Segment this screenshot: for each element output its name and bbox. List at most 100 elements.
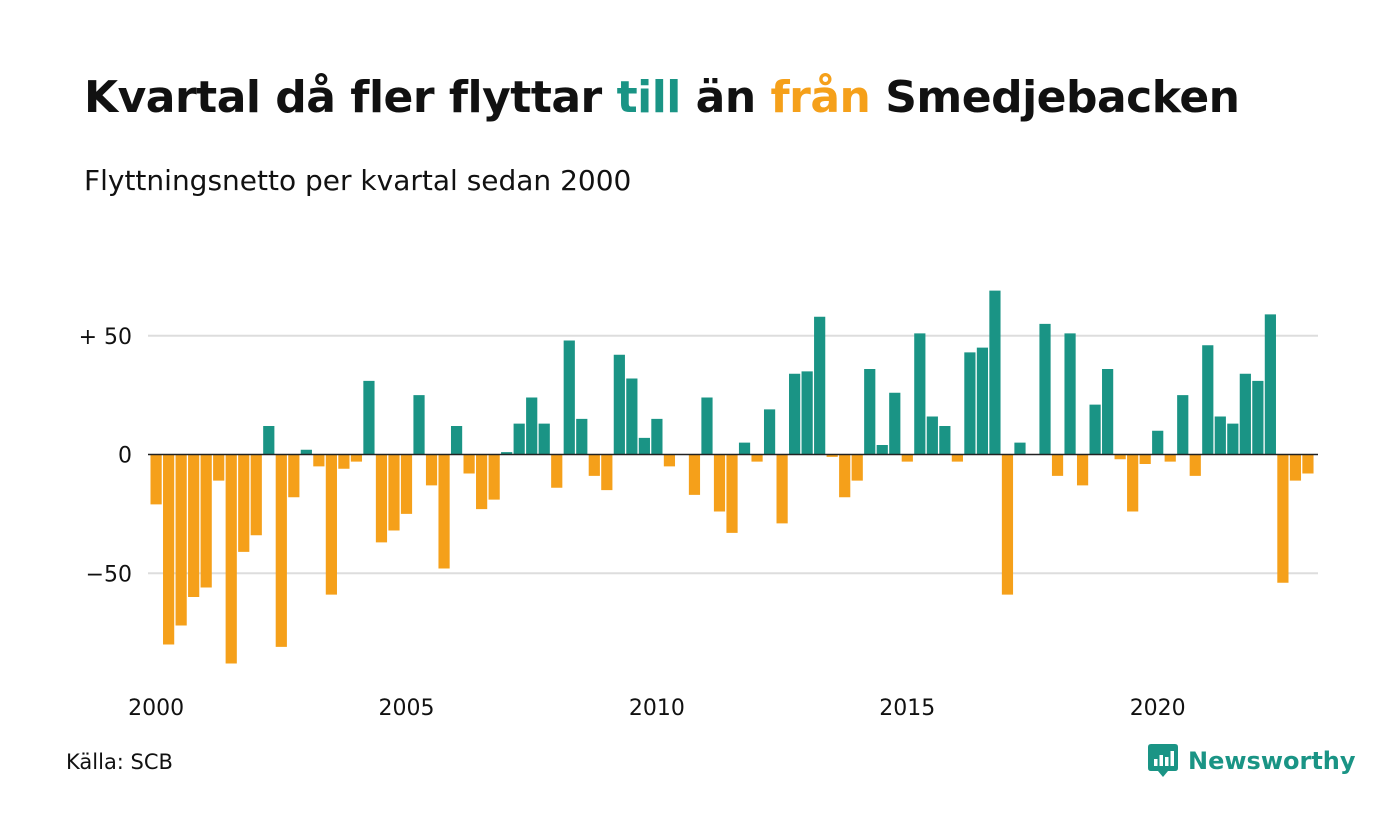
bar-2009-q4: [638, 437, 650, 455]
bar-2012-q4: [789, 373, 801, 455]
bar-2013-q3: [826, 454, 838, 457]
bar-2011-q4: [738, 442, 751, 455]
bar-2008-q2: [563, 340, 575, 455]
bar-2006-q4: [488, 454, 500, 500]
x-tick-label: 2000: [128, 696, 184, 721]
bar-2013-q4: [839, 454, 851, 498]
bar-2013-q2: [814, 316, 826, 455]
bar-2005-q4: [438, 454, 450, 569]
bar-2011-q1: [701, 397, 713, 455]
chart-title: Kvartal då fler flyttar till än från Sme…: [84, 72, 1240, 123]
bar-2002-q2: [263, 426, 275, 455]
bar-2012-q2: [763, 409, 776, 455]
bar-2002-q4: [288, 454, 300, 498]
bar-2014-q3: [876, 445, 888, 455]
newsworthy-logo-icon: [1148, 744, 1178, 777]
bar-2004-q2: [363, 380, 375, 455]
bar-2004-q4: [388, 454, 400, 531]
x-tick-label: 2020: [1130, 696, 1186, 721]
bar-2010-q4: [688, 454, 701, 495]
bar-2014-q4: [889, 392, 901, 455]
x-axis-labels: 2000 2005 2010 2015 2020: [128, 696, 1186, 721]
source-note: Källa: SCB: [66, 750, 173, 774]
bar-2008-q4: [588, 454, 600, 476]
bar-2020-q3: [1177, 395, 1189, 455]
bar-2000-q1: [150, 454, 162, 505]
bar-2017-q1: [1001, 454, 1014, 595]
bar-2005-q2: [413, 395, 425, 455]
bar-2022-q1: [1252, 380, 1264, 455]
bar-2022-q2: [1264, 314, 1276, 455]
title-part-1: Kvartal då fler flyttar: [84, 72, 617, 123]
bar-2021-q1: [1202, 345, 1214, 455]
bar-2016-q3: [976, 347, 989, 455]
bar-2006-q2: [463, 454, 475, 474]
bar-2007-q2: [513, 423, 525, 455]
bar-2012-q3: [776, 454, 788, 524]
title-highlight-fran: från: [770, 72, 871, 123]
bar-2016-q1: [951, 454, 963, 462]
title-part-3: än: [680, 72, 771, 123]
newsworthy-logo-text: Newsworthy: [1188, 747, 1356, 775]
bar-2009-q3: [626, 378, 638, 455]
bar-2021-q4: [1239, 373, 1251, 455]
bar-2014-q1: [851, 454, 863, 481]
bar-2013-q1: [801, 371, 813, 455]
bar-2001-q3: [225, 454, 237, 664]
bar-2001-q2: [213, 454, 225, 481]
bar-2007-q3: [526, 397, 538, 455]
chart-subtitle: Flyttningsnetto per kvartal sedan 2000: [84, 164, 632, 197]
bar-2005-q3: [425, 454, 438, 486]
bar-2022-q4: [1289, 454, 1302, 481]
bar-2001-q4: [238, 454, 250, 552]
bar-2002-q1: [250, 454, 262, 536]
title-highlight-till: till: [616, 72, 682, 123]
bar-2012-q1: [751, 454, 763, 462]
bar-2004-q3: [375, 454, 388, 543]
bar-2003-q4: [338, 454, 350, 469]
y-tick-label: + 50: [79, 325, 132, 350]
bar-2021-q3: [1227, 423, 1239, 455]
bar-2003-q1: [300, 449, 312, 455]
bar-2001-q1: [200, 454, 212, 588]
bar-2008-q3: [576, 418, 588, 455]
bar-2019-q3: [1127, 454, 1139, 512]
bar-2020-q4: [1189, 454, 1201, 476]
bar-2017-q4: [1039, 323, 1051, 455]
bar-2020-q2: [1164, 454, 1176, 462]
bar-2000-q3: [175, 454, 187, 626]
bar-2018-q1: [1051, 454, 1064, 476]
bar-2004-q1: [350, 454, 363, 462]
bar-2019-q1: [1102, 369, 1114, 455]
y-axis-labels: + 50 0 −50: [79, 325, 132, 588]
bar-2002-q3: [275, 454, 287, 647]
x-tick-label: 2005: [379, 696, 435, 721]
x-tick-label: 2010: [629, 696, 685, 721]
title-part-5: Smedjebacken: [870, 72, 1240, 123]
bar-2016-q2: [964, 352, 976, 455]
bar-2000-q4: [188, 454, 200, 597]
bar-2011-q2: [713, 454, 726, 512]
bar-2015-q4: [939, 426, 951, 455]
bar-2015-q2: [914, 333, 926, 455]
bar-2018-q3: [1076, 454, 1089, 486]
bar-2018-q4: [1089, 404, 1101, 455]
newsworthy-logo: Newsworthy: [1148, 744, 1356, 778]
bar-2009-q2: [613, 354, 625, 455]
gridlines: [148, 334, 1318, 575]
bar-2015-q1: [901, 454, 913, 462]
bar-2003-q2: [313, 454, 325, 467]
bar-2016-q4: [989, 290, 1001, 455]
bar-2019-q2: [1114, 454, 1126, 460]
bar-2015-q3: [926, 416, 938, 455]
bar-2014-q2: [864, 369, 876, 455]
y-tick-label: −50: [86, 562, 132, 587]
bar-2010-q1: [651, 418, 663, 455]
bar-2011-q3: [726, 454, 738, 533]
bar-2023-q1: [1302, 454, 1314, 474]
bar-2018-q2: [1064, 333, 1076, 455]
bar-2017-q2: [1014, 442, 1026, 455]
x-tick-label: 2015: [879, 696, 935, 721]
bar-2005-q1: [400, 454, 413, 514]
